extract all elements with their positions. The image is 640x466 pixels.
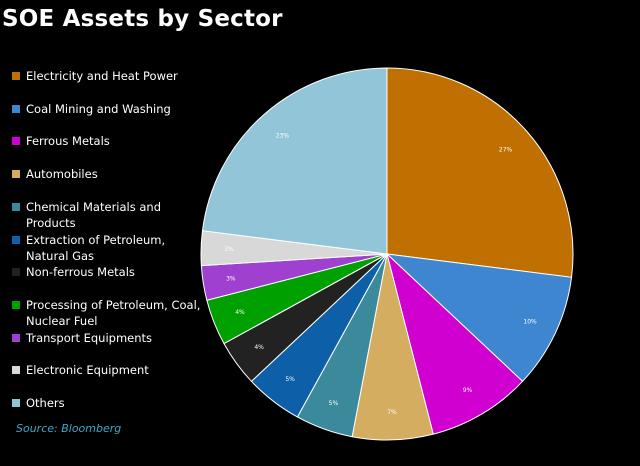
legend-item: Extraction of Petroleum, Natural Gas bbox=[12, 232, 202, 264]
legend-label: Extraction of Petroleum, Natural Gas bbox=[26, 233, 166, 263]
legend-label: Electronic Equipment bbox=[26, 363, 149, 377]
source-note: Source: Bloomberg bbox=[16, 422, 122, 435]
legend-label: Others bbox=[26, 396, 65, 410]
legend-label: Transport Equipments bbox=[26, 331, 153, 345]
legend-swatch bbox=[12, 203, 20, 211]
pie-slice-label: 3% bbox=[224, 246, 234, 253]
pie-slice-label: 4% bbox=[254, 344, 264, 351]
legend-item: Electricity and Heat Power bbox=[12, 68, 202, 84]
legend-swatch bbox=[12, 366, 20, 374]
pie-slice-label: 3% bbox=[226, 276, 236, 283]
legend-swatch bbox=[12, 301, 20, 309]
legend-swatch bbox=[12, 72, 20, 80]
pie-slice bbox=[386, 252, 524, 435]
pie-slice bbox=[386, 67, 574, 278]
legend-item: Chemical Materials and Products bbox=[12, 199, 202, 231]
pie-slice-label: 4% bbox=[235, 309, 245, 316]
legend-swatch bbox=[12, 105, 20, 113]
legend-item: Transport Equipments bbox=[12, 330, 202, 346]
pie-slice-label: 5% bbox=[329, 400, 339, 407]
pie-slice-label: 23% bbox=[276, 132, 290, 139]
pie-slice-label: 5% bbox=[285, 376, 295, 383]
legend-swatch bbox=[12, 236, 20, 244]
legend-item: Ferrous Metals bbox=[12, 133, 202, 149]
pie-slice-label: 10% bbox=[523, 318, 537, 325]
pie-slice bbox=[201, 67, 388, 255]
pie-slice-label: 7% bbox=[387, 409, 397, 416]
legend-label: Chemical Materials and Products bbox=[26, 200, 162, 230]
legend-item: Others bbox=[12, 395, 202, 411]
legend-item: Coal Mining and Washing bbox=[12, 101, 202, 117]
legend-swatch bbox=[12, 334, 20, 342]
pie-slice-label: 27% bbox=[499, 146, 513, 153]
legend-swatch bbox=[12, 399, 20, 407]
legend-swatch bbox=[12, 137, 20, 145]
legend-swatch bbox=[12, 268, 20, 276]
pie-slice bbox=[385, 253, 573, 383]
legend-label: Non-ferrous Metals bbox=[26, 265, 135, 279]
legend-item: Processing of Petroleum, Coal, Nuclear F… bbox=[12, 297, 202, 329]
legend-label: Processing of Petroleum, Coal, Nuclear F… bbox=[26, 298, 201, 328]
legend-item: Electronic Equipment bbox=[12, 362, 202, 378]
legend-item: Non-ferrous Metals bbox=[12, 264, 202, 280]
legend-item: Automobiles bbox=[12, 166, 202, 182]
legend-label: Coal Mining and Washing bbox=[26, 102, 171, 116]
pie-slice-label: 9% bbox=[463, 387, 473, 394]
legend-label: Automobiles bbox=[26, 167, 98, 181]
legend-label: Ferrous Metals bbox=[26, 134, 110, 148]
chart-title: SOE Assets by Sector bbox=[2, 6, 283, 32]
legend-label: Electricity and Heat Power bbox=[26, 69, 178, 83]
legend-swatch bbox=[12, 170, 20, 178]
